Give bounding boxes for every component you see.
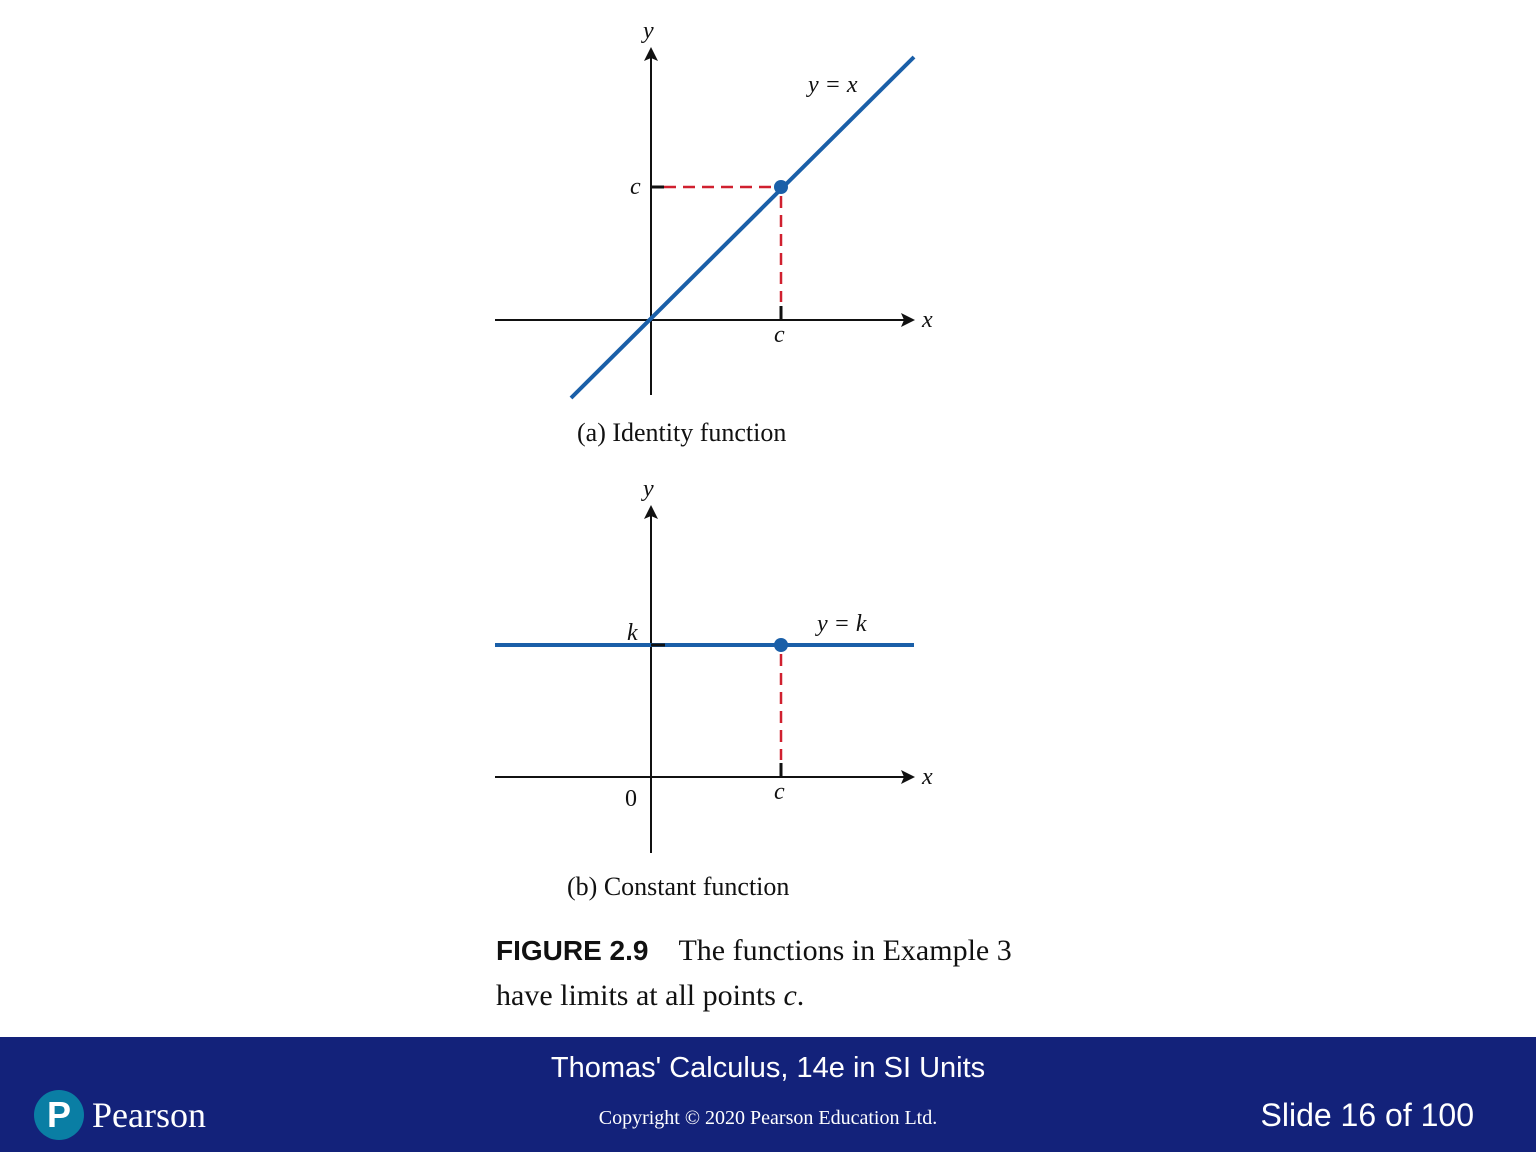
panel-a-y-arrow — [644, 47, 658, 61]
panel-a-identity: x y y = x c c (a) Identity function — [495, 18, 933, 447]
panel-b-point — [774, 638, 788, 652]
panel-a-x-axis-label: x — [921, 307, 933, 333]
panel-b-x-tick-label: c — [774, 779, 785, 805]
figure-caption: FIGURE 2.9 The functions in Example 3 hav… — [496, 928, 1116, 1018]
panel-b-y-axis-label: y — [641, 476, 654, 502]
panel-b-x-arrow — [901, 770, 915, 784]
caption-line-1: FIGURE 2.9 The functions in Example 3 — [496, 928, 1116, 973]
panel-a-point — [774, 180, 788, 194]
panel-a-y-tick-label: c — [630, 174, 641, 200]
panel-b-curve-label: y = k — [815, 611, 867, 637]
panel-b-caption: (b) Constant function — [567, 872, 789, 901]
slide-number: Slide 16 of 100 — [1260, 1097, 1475, 1133]
caption-period: . — [796, 979, 805, 1012]
pearson-logo: P Pearson — [34, 1087, 206, 1143]
book-title: Thomas' Calculus, 14e in SI Units — [550, 1052, 986, 1084]
panel-a-x-tick-label: c — [774, 322, 785, 348]
panel-a-curve-label: y = x — [806, 72, 858, 98]
pearson-logo-icon: P — [34, 1090, 84, 1140]
panel-b-origin-label: 0 — [625, 786, 637, 812]
panel-a-curve-y-equals-x — [569, 55, 916, 400]
pearson-logo-text: Pearson — [92, 1095, 206, 1135]
caption-variable-c: c — [783, 979, 797, 1012]
caption-line-2: have limits at all points c. — [496, 973, 1116, 1018]
panel-b-y-tick-label: k — [627, 620, 638, 646]
panel-b-y-arrow — [644, 505, 658, 519]
panel-b-x-axis-label: x — [921, 764, 933, 790]
copyright-notice: Copyright © 2020 Pearson Education Ltd. — [598, 1107, 938, 1129]
panel-a-caption: (a) Identity function — [577, 418, 786, 447]
slide-footer: Thomas' Calculus, 14e in SI Units Copyri… — [0, 1037, 1536, 1152]
figure-2-9: x y y = x c c (a) Identity function x y … — [495, 18, 933, 901]
panel-a-y-axis-label: y — [641, 18, 654, 44]
panel-b-constant: x y y = k k c 0 (b) Constant function — [495, 476, 933, 901]
caption-text-1: The functions in Example 3 — [678, 934, 1012, 967]
figure-number: FIGURE 2.9 — [496, 935, 649, 966]
caption-text-2: have limits at all points — [496, 979, 784, 1012]
panel-a-x-arrow — [901, 313, 915, 327]
